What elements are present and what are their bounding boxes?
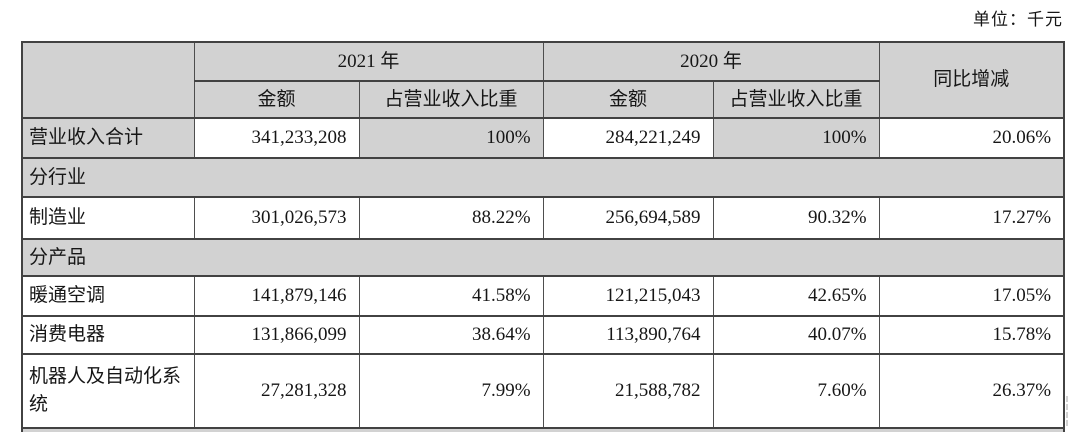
cell-proportion-2021: 41.58%	[358, 275, 544, 317]
header-cell-year-2020: 2020 年	[542, 41, 880, 82]
table-row-consumer-appliances: 消费电器 131,866,099 38.64% 113,890,764 40.0…	[21, 315, 1065, 355]
cell-amount-2020: 113,890,764	[542, 315, 714, 355]
section-row-product: 分产品	[21, 238, 1065, 277]
cell-amount-2021: 341,233,208	[193, 117, 360, 159]
row-label: 暖通空调	[21, 275, 195, 317]
cell-proportion-2021: 88.22%	[358, 196, 544, 240]
section-label-partial	[21, 427, 1065, 432]
cell-proportion-2021: 38.64%	[358, 315, 544, 355]
table-row-hvac: 暖通空调 141,879,146 41.58% 121,215,043 42.6…	[21, 275, 1065, 317]
cell-proportion-2021: 7.99%	[358, 353, 544, 429]
cell-amount-2020: 21,588,782	[542, 353, 714, 429]
watermark-artifact	[1066, 396, 1078, 426]
cell-proportion-2020: 40.07%	[712, 315, 880, 355]
cell-proportion-2020: 42.65%	[712, 275, 880, 317]
section-label: 分行业	[21, 157, 1065, 198]
cell-proportion-2020: 90.32%	[712, 196, 880, 240]
header-cell-year-2021: 2021 年	[193, 41, 544, 82]
header-cell-proportion-2020: 占营业收入比重	[712, 80, 880, 119]
table-row-manufacturing: 制造业 301,026,573 88.22% 256,694,589 90.32…	[21, 196, 1065, 240]
header-cell-yoy: 同比增减	[878, 41, 1065, 119]
table-row-total: 营业收入合计 341,233,208 100% 284,221,249 100%…	[21, 117, 1065, 159]
table-row-robotics: 机器人及自动化系统 27,281,328 7.99% 21,588,782 7.…	[21, 353, 1065, 429]
cell-amount-2021: 131,866,099	[193, 315, 360, 355]
cell-yoy: 26.37%	[878, 353, 1065, 429]
cell-proportion-2020: 7.60%	[712, 353, 880, 429]
section-label: 分产品	[21, 238, 1065, 277]
cell-yoy: 17.27%	[878, 196, 1065, 240]
header-row-years: 2021 年 2020 年 同比增减	[21, 41, 1065, 119]
cell-yoy: 15.78%	[878, 315, 1065, 355]
cell-amount-2020: 121,215,043	[542, 275, 714, 317]
cell-amount-2021: 141,879,146	[193, 275, 360, 317]
section-row-industry: 分行业	[21, 157, 1065, 198]
row-label: 制造业	[21, 196, 195, 240]
cell-amount-2021: 301,026,573	[193, 196, 360, 240]
section-row-partial	[21, 427, 1065, 432]
cell-amount-2021: 27,281,328	[193, 353, 360, 429]
header-row-measures: 金额 占营业收入比重 金额 占营业收入比重	[22, 80, 1064, 119]
cell-amount-2020: 256,694,589	[542, 196, 714, 240]
header-cell-amount-2021: 金额	[193, 80, 360, 119]
header-cell-proportion-2021: 占营业收入比重	[358, 80, 544, 119]
cell-amount-2020: 284,221,249	[542, 117, 714, 159]
row-label: 机器人及自动化系统	[21, 353, 195, 429]
revenue-table: 2021 年 2020 年 同比增减 金额 占营业收入比重 金额 占营业收入比重…	[21, 41, 1066, 432]
row-label: 消费电器	[21, 315, 195, 355]
header-cell-amount-2020: 金额	[542, 80, 714, 119]
cell-yoy: 20.06%	[878, 117, 1065, 159]
row-label: 营业收入合计	[21, 117, 195, 159]
cell-proportion-2020: 100%	[712, 117, 880, 159]
unit-label: 单位：千元	[973, 10, 1063, 29]
cell-yoy: 17.05%	[878, 275, 1065, 317]
cell-proportion-2021: 100%	[358, 117, 544, 159]
header-cell-empty	[21, 41, 195, 119]
